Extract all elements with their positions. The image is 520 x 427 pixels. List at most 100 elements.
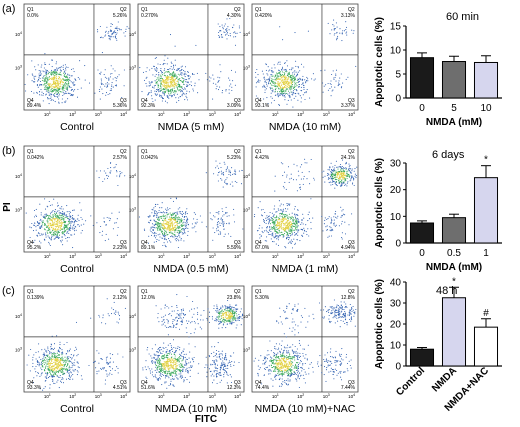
quadrant-label-q1: Q1 [27,149,34,155]
bar-category-label-2: 5 [451,103,457,114]
quadrant-label-q3: Q3 [120,380,127,386]
quadrant-label-q3: Q3 [348,380,355,386]
bar-category-label-3: 10 [480,103,492,114]
x-tick-exponent: 2 [302,253,304,257]
flow-panel-frame [251,145,359,253]
x-tick-10-4: 104 [234,111,241,117]
x-tick-exponent: 4 [353,111,355,115]
x-tick-exponent: 3 [100,253,102,257]
y-tick-10-4: 104 [129,313,136,319]
x-tick-exponent: 1 [49,253,51,257]
quadrant-label-q1: Q1 [141,149,148,155]
scatter-dots [25,162,126,249]
x-tick-exponent: 2 [188,253,190,257]
bar-y-axis-title: Apoptotic cells (%) [374,279,385,369]
quadrant-label-q3: Q3 [120,240,127,246]
x-tick-exponent: 4 [239,393,241,397]
condition-label: NMDA (0.5 mM) [153,263,228,275]
quadrant-label-q4: Q4 [141,380,148,386]
bar-y-tick-label: 10 [390,212,402,223]
y-tick-10-3: 103 [129,207,136,213]
x-tick-10-3: 103 [323,253,330,259]
x-tick-10-3: 103 [209,393,216,399]
bar-y-tick-label: 30 [390,299,402,310]
quadrant-value-q1: 5.30% [255,295,270,301]
x-tick-exponent: 1 [277,111,279,115]
bar-y-tick-label: 0 [395,94,401,105]
bar-y-tick-label: 10 [390,341,402,352]
y-tick-10-4: 104 [129,173,136,179]
y-tick-10-4: 104 [15,313,22,319]
quadrant-label-q4: Q4 [27,380,34,386]
quadrant-label-q1: Q1 [141,289,148,295]
bar-y-tick-label: 20 [390,185,402,196]
x-tick-10-3: 103 [323,393,330,399]
x-tick-exponent: 4 [125,111,127,115]
bar-chart-title: 48 h [436,285,457,297]
x-tick-10-2: 102 [297,111,304,117]
y-tick-exponent: 4 [20,313,22,317]
quadrant-value-q4: 51.6% [141,385,156,391]
y-tick-exponent: 4 [134,31,136,35]
x-tick-exponent: 4 [239,111,241,115]
y-tick-exponent: 3 [248,65,250,69]
quadrant-value-q1: 0.042% [141,155,159,161]
x-tick-exponent: 3 [100,393,102,397]
bar-y-tick-label: 0 [395,362,401,373]
x-tick-exponent: 2 [188,393,190,397]
condition-label: NMDA (10 mM)+NAC [255,403,356,415]
quadrant-value-q4: 95.2% [27,245,42,251]
quadrant-value-q2: 2.57% [113,155,128,161]
quadrant-label-q4: Q4 [255,240,262,246]
x-tick-exponent: 1 [277,393,279,397]
quadrant-label-q4: Q4 [141,240,148,246]
bar-x-axis-title: NMDA (mM) [426,117,482,128]
bar-3 [473,61,499,99]
x-tick-exponent: 2 [74,393,76,397]
x-tick-10-3: 103 [95,393,102,399]
flow-panel-frame [251,285,359,393]
quadrant-value-q3: 12.3% [227,385,242,391]
quadrant-label-q2: Q2 [348,149,355,155]
y-tick-exponent: 4 [20,173,22,177]
scatter-dots [253,299,357,389]
x-tick-10-2: 102 [183,253,190,259]
x-tick-10-3: 103 [209,111,216,117]
x-tick-exponent: 2 [74,253,76,257]
condition-label: NMDA (1 mM) [272,263,339,275]
bar-category-label-3: 1 [483,248,489,259]
quadrant-value-q3: 3.09% [227,103,242,109]
flow-panel-frame [137,3,245,111]
x-tick-10-1: 101 [272,393,279,399]
scatter-dots [138,160,244,249]
x-tick-10-4: 104 [120,111,127,117]
x-tick-10-1: 101 [272,253,279,259]
y-tick-exponent: 4 [134,173,136,177]
quadrant-label-q4: Q4 [27,98,34,104]
bar-y-axis-title: Apoptotic cells (%) [374,17,385,107]
significance-marker-3: # [483,308,489,319]
quadrant-value-q1: 0.270% [141,13,159,19]
quadrant-value-q2: 5.26% [113,13,128,19]
panel-label-b: (b) [2,145,15,157]
quadrant-value-q3: 2.23% [113,245,128,251]
quadrant-label-q1: Q1 [255,289,262,295]
x-tick-10-3: 103 [95,111,102,117]
x-tick-10-4: 104 [234,393,241,399]
bar-category-label-1: 0 [419,248,425,259]
quadrant-label-q3: Q3 [120,98,127,104]
y-tick-exponent: 3 [134,65,136,69]
quadrant-value-q1: 0.139% [27,295,45,301]
quadrant-label-q3: Q3 [234,240,241,246]
quadrant-value-q1: 0.420% [255,13,273,19]
quadrant-label-q4: Q4 [255,98,262,104]
y-tick-exponent: 3 [20,65,22,69]
y-tick-exponent: 3 [134,207,136,211]
x-tick-10-1: 101 [158,111,165,117]
